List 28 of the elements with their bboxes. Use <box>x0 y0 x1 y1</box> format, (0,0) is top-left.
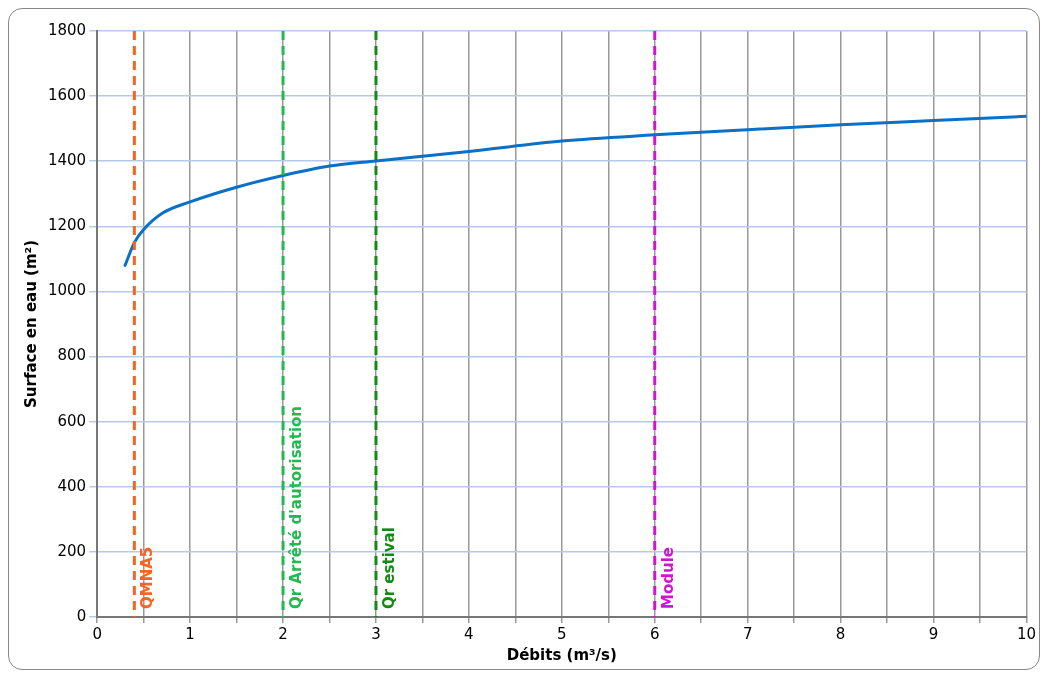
line-series <box>123 114 1027 267</box>
x-tick-label: 2 <box>278 624 288 643</box>
y-tick-label: 1200 <box>47 216 87 235</box>
y-tick-label: 1000 <box>47 281 87 300</box>
y-tick-label: 800 <box>57 346 87 365</box>
x-axis-title: Débits (m³/s) <box>506 645 617 664</box>
x-tick-label: 4 <box>464 624 474 643</box>
x-tick-label: 9 <box>928 624 939 643</box>
x-tick-label: 5 <box>557 624 567 643</box>
ref-line-label: Qr estival <box>379 527 398 609</box>
y-tick-label: 1400 <box>47 151 87 170</box>
x-tick-label: 7 <box>742 624 753 643</box>
ref-line-label: Qr Arrêté d'autorisation <box>286 405 305 609</box>
x-tick-label: 10 <box>1016 624 1036 643</box>
ref-line-label: QMNA5 <box>138 546 157 609</box>
y-tick-label: 600 <box>57 411 87 430</box>
ref-line-label: Module <box>658 547 677 609</box>
x-tick-label: 0 <box>92 624 102 643</box>
y-tick-label: 400 <box>57 476 87 495</box>
x-tick-label: 6 <box>649 624 660 643</box>
y-tick-label: 1800 <box>47 20 87 39</box>
x-tick-label: 8 <box>835 624 846 643</box>
y-axis-title: Surface en eau (m²) <box>21 240 40 408</box>
y-tick-label: 1600 <box>47 86 87 104</box>
y-tick-label: 200 <box>57 541 87 560</box>
x-tick-label: 1 <box>185 624 195 643</box>
x-tick-label: 3 <box>371 624 381 643</box>
y-tick-label: 0 <box>76 606 87 625</box>
